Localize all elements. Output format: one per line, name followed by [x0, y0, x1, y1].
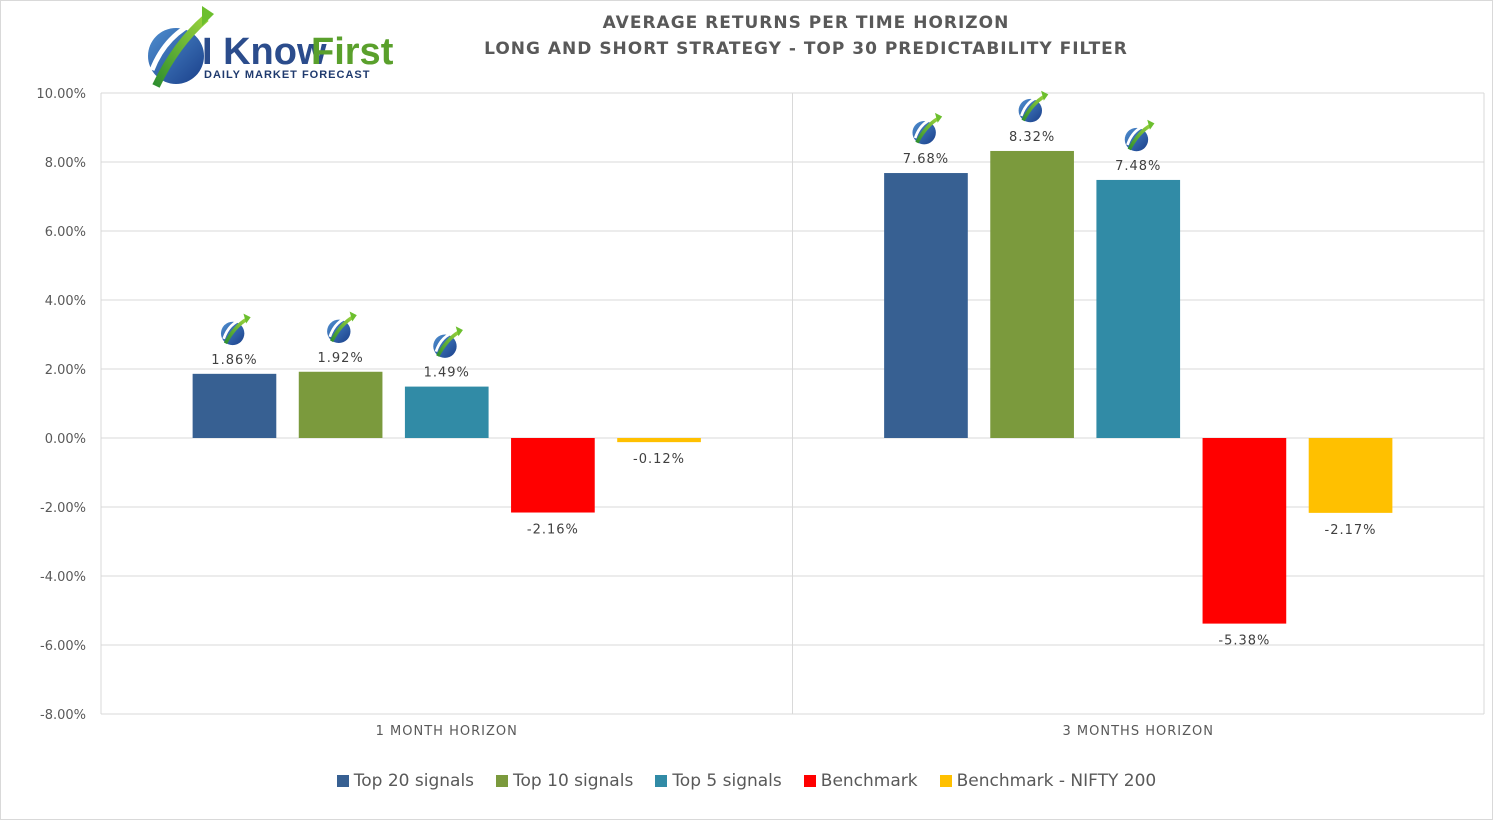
logo-graphic: I Know First DAILY MARKET FORECAST	[148, 6, 394, 88]
logo-name-part2: First	[311, 31, 394, 73]
data-label: -0.12%	[633, 452, 685, 467]
legend-label: Top 5 signals	[672, 771, 782, 791]
y-tick-label: 8.00%	[45, 156, 86, 171]
bar-benchmark-nifty-200	[617, 438, 701, 443]
y-tick-label: 0.00%	[45, 432, 86, 447]
legend-label: Top 20 signals	[353, 771, 475, 791]
data-label: -5.38%	[1218, 634, 1270, 649]
chart-subtitle: LONG AND SHORT STRATEGY - TOP 30 PREDICT…	[484, 39, 1128, 59]
bar-benchmark	[1202, 438, 1287, 624]
y-tick-label: 6.00%	[45, 225, 86, 240]
legend-swatch	[655, 775, 668, 787]
legend-item: Top 5 signals	[655, 771, 782, 791]
iknowfirst-logo-icon	[910, 111, 944, 147]
bar-top-20-signals	[192, 373, 277, 438]
legend-label: Benchmark - NIFTY 200	[956, 771, 1157, 791]
y-tick-label: 10.00%	[36, 87, 86, 102]
data-labels: 1.86% 1.92% 1.49% -2.16% -0.12% 7.68% 8.32% 7.4…	[211, 88, 1377, 649]
x-axis: 1 MONTH HORIZON 3 MONTHS HORIZON	[376, 724, 1214, 739]
iknowfirst-logo-icon	[1122, 117, 1157, 154]
chart-title: AVERAGE RETURNS PER TIME HORIZON	[603, 13, 1010, 33]
data-label: 7.48%	[1115, 159, 1161, 174]
bar-top-10-signals	[990, 150, 1074, 438]
data-label: 8.32%	[1009, 130, 1055, 145]
legend-swatch	[496, 775, 509, 787]
y-tick-label: 4.00%	[45, 294, 86, 309]
bar-benchmark	[511, 438, 595, 513]
category-label: 1 MONTH HORIZON	[376, 724, 518, 739]
iknowfirst-logo-icon	[325, 309, 359, 345]
logo-tagline: DAILY MARKET FORECAST	[204, 69, 370, 81]
legend-swatch	[803, 775, 816, 787]
data-label: 7.68%	[903, 152, 949, 167]
y-tick-label: -2.00%	[40, 501, 86, 516]
legend-swatch	[939, 775, 952, 787]
category-label: 3 MONTHS HORIZON	[1063, 724, 1214, 739]
legend-label: Benchmark	[820, 771, 918, 791]
bar-benchmark-nifty-200	[1308, 438, 1393, 513]
legend-label: Top 10 signals	[513, 771, 634, 791]
bar-top-5-signals	[1096, 179, 1181, 438]
y-tick-label: -6.00%	[40, 639, 86, 654]
bars	[192, 150, 1393, 624]
y-tick-label: 2.00%	[45, 363, 86, 378]
iknowfirst-logo-icon	[431, 324, 465, 360]
y-tick-label: -8.00%	[40, 708, 86, 723]
y-axis: 10.00% 8.00% 6.00% 4.00% 2.00% 0.00% -2.00% -4.…	[36, 87, 86, 723]
bar-top-10-signals	[298, 371, 383, 438]
bar-top-20-signals	[884, 173, 968, 439]
data-label: -2.17%	[1325, 523, 1377, 538]
bar-top-5-signals	[404, 386, 489, 438]
legend-swatch	[336, 775, 349, 787]
y-tick-label: -4.00%	[40, 570, 86, 585]
logo-name-part1: I Know	[202, 31, 327, 73]
iknowfirst-logo-icon	[219, 311, 253, 347]
data-label: -2.16%	[527, 523, 579, 538]
legend-item: Top 20 signals	[336, 771, 475, 791]
legend: Top 20 signals Top 10 signals Top 5 signal…	[0, 768, 1493, 794]
legend-item: Benchmark	[803, 771, 918, 791]
iknowfirst-logo-icon	[1016, 88, 1051, 125]
legend-item: Top 10 signals	[496, 771, 633, 791]
company-logo: I Know First DAILY MARKET FORECAST	[136, 4, 406, 92]
grid	[100, 92, 1485, 715]
data-label: 1.86%	[211, 353, 257, 368]
growth-arrow-icon	[152, 14, 209, 88]
data-label: 1.92%	[317, 351, 363, 366]
data-label: 1.49%	[424, 366, 470, 381]
legend-item: Benchmark - NIFTY 200	[939, 771, 1157, 791]
